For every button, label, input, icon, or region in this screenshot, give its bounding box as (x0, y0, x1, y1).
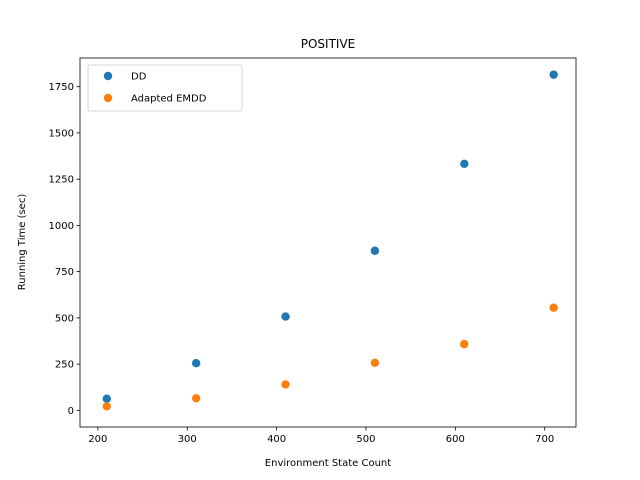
legend-label: DD (131, 72, 147, 83)
point-adapted-emdd (102, 402, 112, 411)
point-dd (460, 159, 469, 168)
x-tick-label: 200 (88, 434, 107, 445)
point-adapted-emdd (370, 358, 380, 368)
y-tick-label: 1500 (49, 128, 74, 139)
legend-label: Adapted EMDD (131, 94, 207, 105)
legend: DD Adapted EMDD (87, 64, 243, 112)
x-tick-label: 500 (356, 434, 375, 445)
plot-frame (79, 57, 577, 428)
x-tick-label: 400 (267, 434, 286, 445)
chart-title: POSITIVE (301, 37, 356, 51)
legend-marker (103, 93, 113, 103)
y-axis: 0 250 500 750 1000 1250 1500 1750 (49, 82, 80, 417)
x-tick-label: 700 (535, 434, 554, 445)
point-adapted-emdd (191, 394, 201, 403)
point-dd (549, 70, 558, 79)
x-tick-label: 600 (446, 434, 465, 445)
y-tick-label: 1250 (49, 175, 74, 186)
point-dd (191, 358, 201, 368)
y-tick-label: 0 (68, 406, 74, 417)
y-tick-label: 1000 (49, 221, 74, 232)
point-adapted-emdd (460, 339, 469, 349)
y-tick-label: 1750 (49, 82, 74, 93)
legend-marker (103, 71, 113, 81)
y-tick-label: 250 (55, 360, 74, 371)
point-dd (370, 246, 380, 255)
point-adapted-emdd (549, 303, 558, 312)
point-adapted-emdd (281, 380, 290, 389)
point-dd (281, 312, 290, 321)
y-tick-label: 750 (55, 267, 74, 278)
y-tick-label: 500 (55, 313, 74, 324)
x-tick-label: 300 (178, 434, 197, 445)
y-axis-label: Running Time (sec) (17, 194, 28, 291)
point-dd (102, 394, 112, 403)
x-axis-label: Environment State Count (265, 458, 391, 469)
legend-box (87, 64, 243, 112)
x-axis: 200 300 400 500 600 700 (88, 427, 554, 445)
plot-area (102, 70, 558, 411)
